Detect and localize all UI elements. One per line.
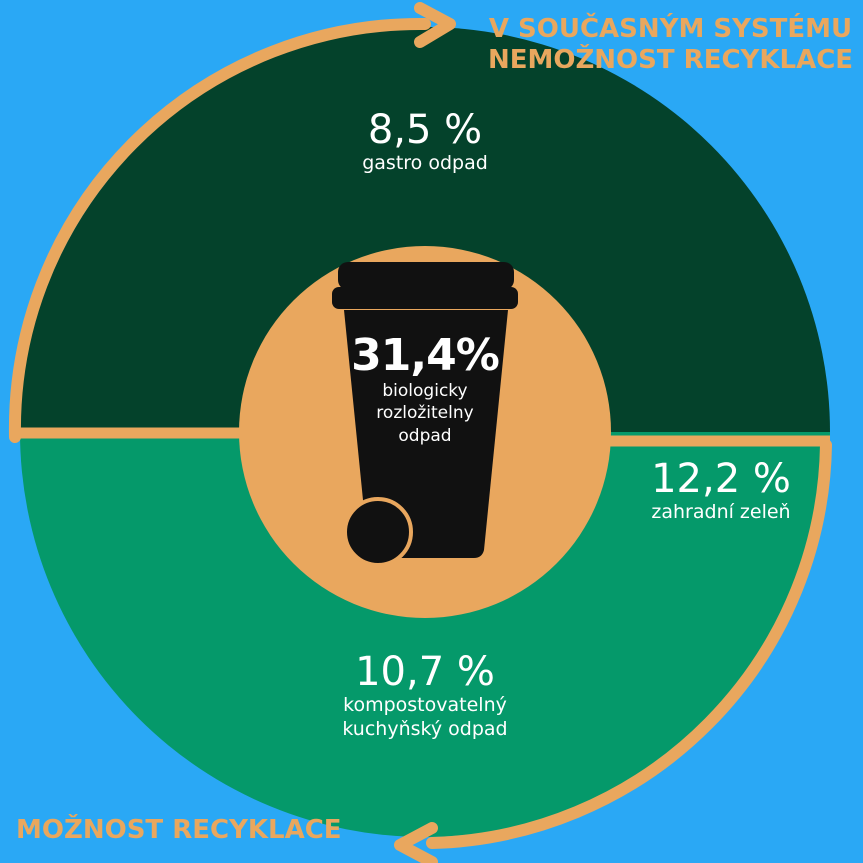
segment-kuchynsky-text1: kompostovatelný: [343, 694, 507, 716]
segment-green: [20, 432, 830, 837]
top-banner-line2: NEMOŽNOST RECYKLACE: [487, 45, 854, 76]
outer-ring-bottom: [426, 439, 832, 849]
segment-gastro: [20, 27, 830, 432]
segment-zahradni-label: 12,2 % zahradní zeleň: [612, 457, 830, 525]
top-banner: V SOUČASNÝM SYSTÉMU NEMOŽNOST RECYKLACE: [478, 14, 863, 76]
segment-kuchynsky-value: 10,7 %: [355, 649, 495, 695]
segment-zahradni-text: zahradní zeleň: [651, 501, 791, 523]
arrow-left-icon: [394, 822, 438, 863]
outer-ring-top: [8, 17, 431, 443]
center-label: 31,4% biologicky rozložitelny odpad: [340, 330, 510, 447]
segment-gastro-label: 8,5 % gastro odpad: [320, 108, 530, 176]
waste-bin-icon: [332, 262, 518, 567]
center-value: 31,4%: [351, 330, 500, 381]
center-desc-line2: rozložitelny: [376, 403, 474, 424]
segment-gastro-value: 8,5 %: [367, 107, 483, 153]
segment-kuchynsky-label: 10,7 % kompostovatelný kuchyňský odpad: [305, 650, 545, 742]
arrow-right-icon: [414, 2, 456, 48]
bottom-banner: MOŽNOST RECYKLACE: [16, 815, 342, 845]
segment-gastro-text: gastro odpad: [362, 152, 488, 174]
segment-zahradni-value: 12,2 %: [651, 456, 791, 502]
center-desc-line1: biologicky: [382, 381, 468, 402]
top-banner-line1: V SOUČASNÝM SYSTÉMU: [488, 14, 853, 44]
segment-kuchynsky-text2: kuchyňský odpad: [342, 717, 508, 740]
center-desc-line3: odpad: [398, 425, 452, 446]
